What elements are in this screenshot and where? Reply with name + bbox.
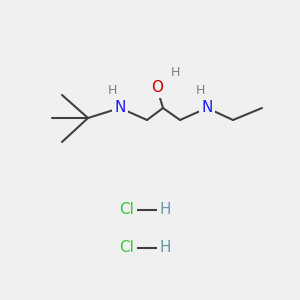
Text: H: H (159, 202, 171, 217)
Text: O: O (151, 80, 163, 95)
Text: Cl: Cl (120, 202, 134, 217)
Text: N: N (201, 100, 213, 116)
Text: H: H (170, 67, 180, 80)
Text: Cl: Cl (120, 241, 134, 256)
Text: H: H (107, 83, 117, 97)
Text: H: H (159, 241, 171, 256)
Text: H: H (195, 83, 205, 97)
Text: N: N (114, 100, 126, 116)
